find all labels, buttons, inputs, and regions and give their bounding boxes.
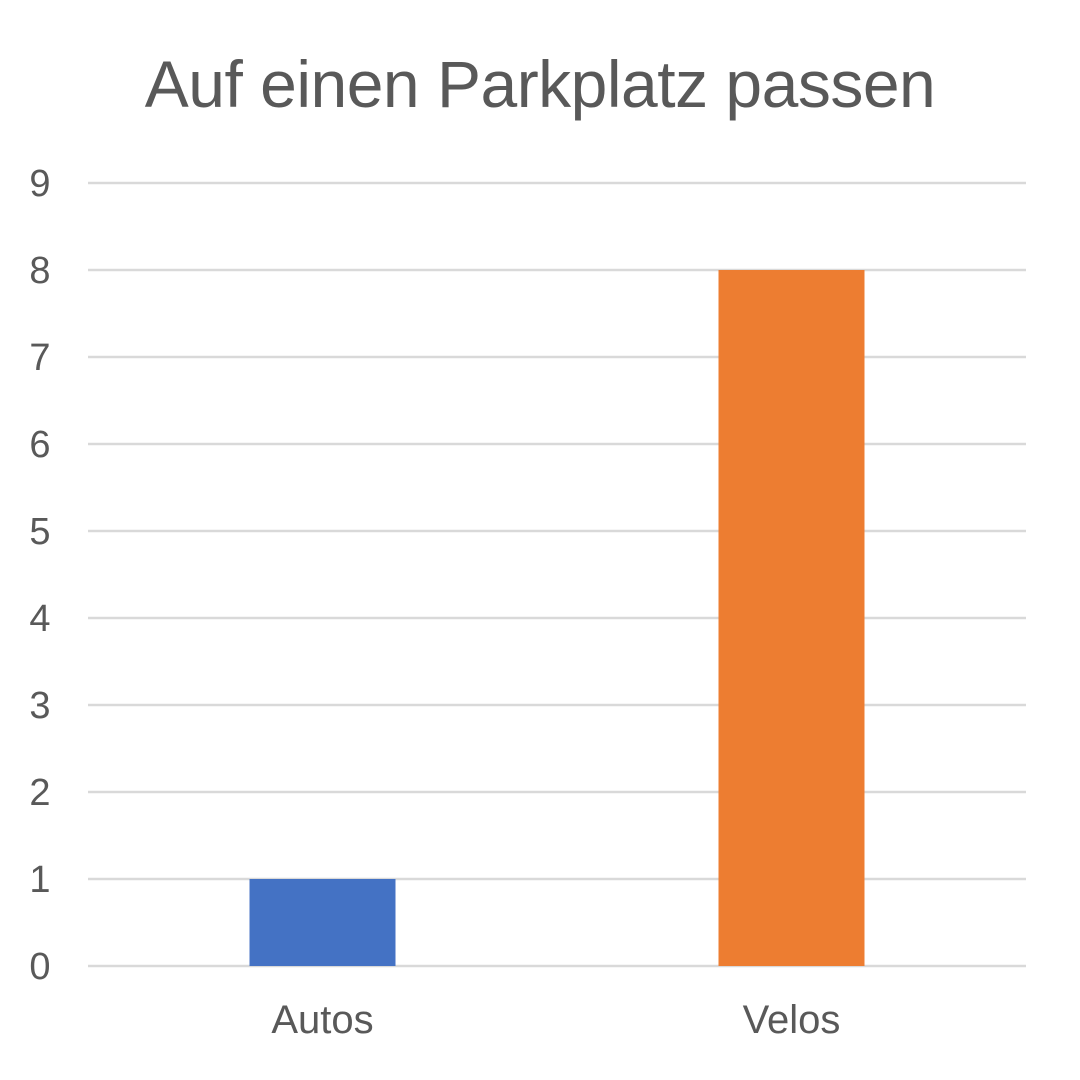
y-tick-label-6: 6 xyxy=(29,424,50,466)
y-tick-label-5: 5 xyxy=(29,511,50,553)
y-tick-label-9: 9 xyxy=(29,163,50,205)
y-tick-label-0: 0 xyxy=(29,946,50,988)
y-tick-label-8: 8 xyxy=(29,250,50,292)
x-tick-label-autos: Autos xyxy=(271,998,373,1042)
x-tick-label-velos: Velos xyxy=(743,998,841,1042)
y-tick-label-7: 7 xyxy=(29,337,50,379)
chart-title: Auf einen Parkplatz passen xyxy=(144,47,936,121)
bar-autos xyxy=(249,879,396,966)
bar-velos xyxy=(718,270,865,966)
y-tick-label-3: 3 xyxy=(29,685,50,727)
y-tick-label-2: 2 xyxy=(29,772,50,814)
y-tick-label-4: 4 xyxy=(29,598,50,640)
y-tick-label-1: 1 xyxy=(29,859,50,901)
